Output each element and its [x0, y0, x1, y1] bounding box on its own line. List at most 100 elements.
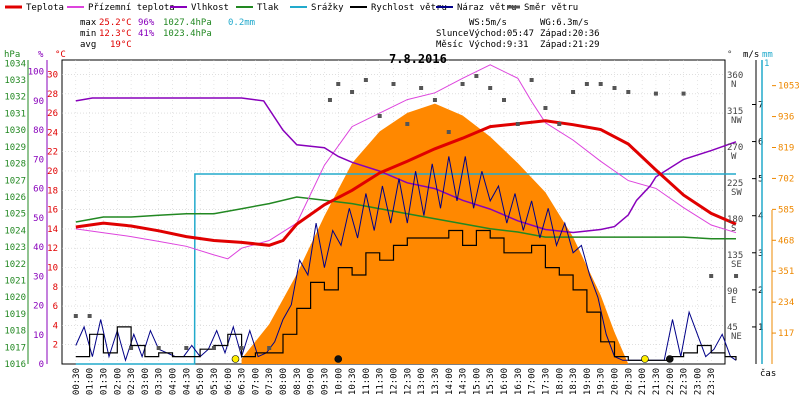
pressure-tick-label: 1029 — [4, 143, 26, 153]
legend-label: Rychlost větru — [371, 3, 447, 13]
sun-moon-marker — [231, 355, 240, 363]
sun-moon-marker — [665, 355, 674, 363]
rain-axis-unit: mm — [762, 50, 773, 60]
humidity-tick-label: 40 — [33, 243, 44, 253]
wind-tick-label: 7 — [758, 100, 763, 110]
direction-tick-degrees: 225 — [727, 179, 743, 189]
time-tick-label: 04:00 — [169, 368, 179, 395]
wind-tick-label: 4 — [758, 212, 763, 222]
time-tick-label: 15:30 — [486, 368, 496, 395]
direction-tick-degrees: 360 — [727, 71, 743, 81]
series-wind-direction-point — [460, 82, 465, 86]
solar-tick-label: 468 — [778, 236, 794, 246]
pressure-tick-label: 1021 — [4, 276, 26, 286]
wind-ws: WS:5m/s — [469, 18, 507, 28]
solar-tick-label: 234 — [778, 298, 794, 308]
legend-item-hum: Vlhkost — [170, 3, 229, 13]
direction-tick-compass: NW — [731, 116, 742, 126]
series-wind-direction-point — [405, 122, 410, 126]
temp-tick-label: 30 — [47, 70, 58, 80]
series-wind-direction-point — [391, 82, 396, 86]
pressure-tick-label: 1022 — [4, 260, 26, 270]
pressure-tick-label: 1031 — [4, 109, 26, 119]
humidity-tick-label: 50 — [33, 214, 44, 224]
wind-tick-label: 1 — [758, 323, 763, 333]
series-wind-direction-point — [474, 74, 479, 78]
time-tick-label: 14:30 — [459, 368, 469, 395]
legend-label: Přízemní teplota — [88, 3, 175, 13]
humidity-tick-label: 100 — [28, 68, 44, 78]
pressure-tick-label: 1016 — [4, 360, 26, 370]
time-tick-label: 11:00 — [362, 368, 372, 395]
legend-item-speed: Rychlost větru — [350, 3, 447, 13]
time-tick-label: 13:00 — [417, 368, 427, 395]
humidity-tick-label: 0 — [39, 360, 44, 370]
time-tick-label: 06:30 — [238, 368, 248, 395]
temp-tick-label: 16 — [47, 206, 58, 216]
direction-tick-degrees: 180 — [727, 215, 743, 225]
solar-tick-label: 702 — [778, 174, 794, 184]
stat-rain: 0.2mm — [228, 18, 255, 28]
series-wind-direction-point — [653, 91, 658, 96]
direction-tick-compass: E — [731, 296, 736, 306]
direction-tick-compass: SE — [731, 260, 742, 270]
time-tick-label: 15:00 — [472, 368, 482, 395]
series-wind-direction-point — [211, 346, 216, 350]
stat-min-temp: 12.3°C — [99, 29, 132, 39]
pressure-tick-label: 1026 — [4, 193, 26, 203]
axes-layer: 2468101214161820222426283001020304050607… — [4, 50, 800, 395]
time-tick-label: 20:00 — [611, 368, 621, 395]
legend-item-temp: Teplota — [5, 3, 64, 13]
sun-moon-marker — [334, 355, 343, 363]
legend-item-gust: Náraz větru — [436, 3, 517, 13]
time-tick-label: 09:00 — [307, 368, 317, 395]
time-tick-label: 00:30 — [72, 368, 82, 395]
humidity-tick-label: 90 — [33, 97, 44, 107]
series-wind-direction-point — [598, 82, 603, 86]
moon-label: Měsíc — [436, 40, 463, 50]
time-tick-label: 16:30 — [514, 368, 524, 395]
series-wind-direction-point — [626, 90, 631, 94]
series-wind-direction-point — [446, 130, 451, 134]
time-tick-label: 16:00 — [500, 368, 510, 395]
legend-label: Teplota — [26, 3, 64, 13]
temp-axis-unit: °C — [55, 50, 66, 60]
time-tick-label: 01:30 — [99, 368, 109, 395]
time-tick-label: 23:30 — [707, 368, 717, 395]
series-rain — [75, 173, 736, 365]
time-tick-label: 02:30 — [127, 368, 137, 395]
stat-min-hum: 41% — [138, 29, 155, 39]
series-wind-direction-point — [571, 90, 576, 94]
time-tick-label: 17:00 — [528, 368, 538, 395]
series-wind-direction-point — [327, 98, 332, 102]
time-tick-label: 01:00 — [86, 368, 96, 395]
direction-tick-compass: SW — [731, 188, 742, 198]
series-wind-direction-point — [239, 346, 244, 350]
time-tick-label: 12:00 — [390, 368, 400, 395]
time-tick-label: 07:00 — [251, 368, 261, 395]
time-tick-label: 10:30 — [348, 368, 358, 395]
temp-tick-label: 12 — [47, 244, 58, 254]
direction-axis-unit: ° — [727, 50, 732, 60]
series-wind-direction-point — [612, 86, 617, 90]
series-wind-speed — [75, 229, 737, 361]
series-wind-direction-point — [156, 346, 161, 350]
stat-max-temp: 25.2°C — [99, 18, 132, 28]
humidity-tick-label: 10 — [33, 331, 44, 341]
humidity-axis-unit: % — [38, 50, 44, 60]
series-humidity — [75, 97, 737, 234]
time-tick-label: 20:30 — [624, 368, 634, 395]
sun-rise: Východ:05:47 — [469, 29, 534, 39]
solar-tick-label: 351 — [778, 267, 794, 277]
stat-avg-label: avg — [80, 40, 96, 50]
stat-max-pres: 1027.4hPa — [163, 18, 212, 28]
time-tick-label: 22:00 — [666, 368, 676, 395]
series-wind-direction-point — [350, 90, 355, 94]
stat-avg-temp: 19°C — [110, 40, 132, 50]
time-tick-label: 06:00 — [224, 368, 234, 395]
pressure-tick-label: 1019 — [4, 310, 26, 320]
series-wind-direction-point — [129, 346, 134, 350]
solar-tick-label: 936 — [778, 113, 794, 123]
time-tick-label: 14:00 — [445, 368, 455, 395]
